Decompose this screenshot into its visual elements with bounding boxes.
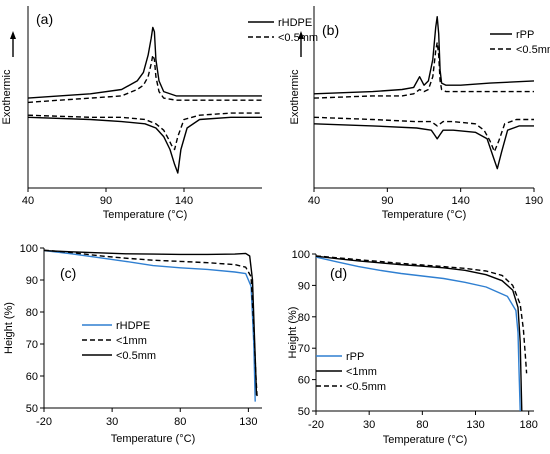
x-tick-label: 130 bbox=[239, 416, 257, 428]
x-tick-label: 140 bbox=[451, 195, 469, 207]
y-tick-label: 50 bbox=[298, 406, 310, 418]
x-tick-label: 190 bbox=[525, 195, 543, 207]
panel-label: (b) bbox=[322, 22, 339, 38]
legend-label: <0.5mm bbox=[516, 44, 550, 56]
y-tick-label: 70 bbox=[298, 343, 310, 355]
x-tick-label: 130 bbox=[466, 419, 484, 431]
panel-label: (a) bbox=[36, 11, 53, 27]
x-tick-label: 40 bbox=[22, 195, 34, 207]
series-line-05mm bbox=[315, 255, 528, 374]
x-tick-label: 90 bbox=[100, 195, 112, 207]
chart-panel-0: 40 90 140 Temperature (°C) Exothermic (a) rHDP… bbox=[1, 6, 318, 221]
series-line-1mm bbox=[315, 255, 523, 412]
x-tick-label: 40 bbox=[308, 195, 320, 207]
legend-label: <1mm bbox=[116, 335, 147, 347]
series-line-05mm bbox=[43, 249, 258, 396]
panel-label: (d) bbox=[330, 265, 347, 281]
series-line-05mm bbox=[313, 41, 534, 99]
series-line-cooling-trace bbox=[27, 116, 262, 174]
x-tick-label: 90 bbox=[381, 195, 393, 207]
x-axis-label: Temperature (°C) bbox=[382, 209, 466, 221]
legend-label: <1mm bbox=[346, 366, 377, 378]
series-line-cooling-trace bbox=[27, 112, 262, 151]
chart-panel-2: -20 30 80 130 50 60 70 80 90 100 Temperature (°C) H… bbox=[3, 243, 262, 445]
y-tick-label: 50 bbox=[26, 403, 38, 415]
x-tick-label: 80 bbox=[416, 419, 428, 431]
y-tick-label: 90 bbox=[298, 280, 310, 292]
series-line-cooling-trace bbox=[313, 123, 534, 170]
y-axis-label: Exothermic bbox=[1, 69, 13, 125]
series-line-rPP bbox=[315, 256, 521, 412]
y-tick-label: 80 bbox=[298, 312, 310, 324]
panel-label: (c) bbox=[60, 265, 76, 281]
x-tick-label: 140 bbox=[175, 195, 193, 207]
legend-label: rHDPE bbox=[116, 320, 150, 332]
y-tick-label: 60 bbox=[298, 375, 310, 387]
x-tick-label: 80 bbox=[174, 416, 186, 428]
chart-panel-3: -20 30 80 130 180 50 60 70 80 90 100 Temperature (°… bbox=[287, 249, 538, 446]
x-tick-label: -20 bbox=[36, 416, 52, 428]
series-line-cooling-trace bbox=[313, 116, 534, 153]
legend-label: rPP bbox=[516, 29, 534, 41]
x-tick-label: 30 bbox=[106, 416, 118, 428]
x-tick-label: -20 bbox=[308, 419, 324, 431]
y-axis-label: Height (%) bbox=[287, 307, 299, 359]
y-tick-label: 60 bbox=[26, 371, 38, 383]
x-axis-label: Temperature (°C) bbox=[383, 434, 467, 446]
y-axis-label: Height (%) bbox=[3, 302, 15, 354]
exothermic-arrow-icon bbox=[298, 31, 304, 39]
chart-panel-1: 40 90 140 190 Temperature (°C) Exothermic (b) r… bbox=[289, 6, 550, 221]
series-line-rPP bbox=[313, 16, 535, 95]
legend-label: rHDPE bbox=[278, 17, 312, 29]
series-line-05mm bbox=[27, 54, 262, 104]
legend-label: <0.5mm bbox=[116, 350, 156, 362]
series-line-rHDPE bbox=[27, 26, 262, 99]
x-axis-label: Temperature (°C) bbox=[111, 433, 195, 445]
x-tick-label: 30 bbox=[363, 419, 375, 431]
y-tick-label: 90 bbox=[26, 275, 38, 287]
y-axis-label: Exothermic bbox=[289, 69, 301, 125]
y-tick-label: 80 bbox=[26, 307, 38, 319]
x-tick-label: 180 bbox=[520, 419, 538, 431]
legend-label: rPP bbox=[346, 351, 364, 363]
y-tick-label: 100 bbox=[20, 243, 38, 255]
exothermic-arrow-icon bbox=[10, 31, 16, 39]
y-tick-label: 100 bbox=[292, 249, 310, 261]
y-tick-label: 70 bbox=[26, 339, 38, 351]
legend-label: <0.5mm bbox=[278, 32, 318, 44]
x-axis-label: Temperature (°C) bbox=[103, 209, 187, 221]
legend-label: <0.5mm bbox=[346, 381, 386, 393]
